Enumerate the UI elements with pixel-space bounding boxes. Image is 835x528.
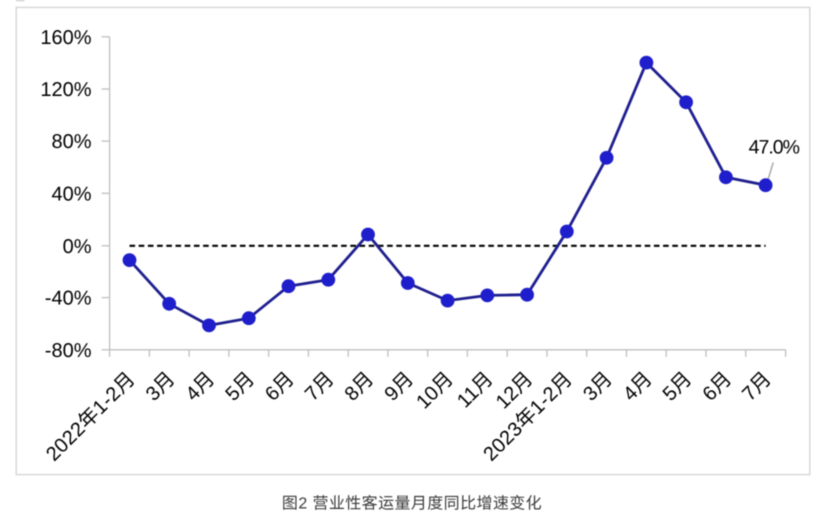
svg-text:0%: 0% <box>63 236 92 258</box>
svg-text:160%: 160% <box>40 27 91 49</box>
svg-text:-40%: -40% <box>45 288 92 310</box>
svg-text:47.0%: 47.0% <box>749 137 800 159</box>
svg-text:40%: 40% <box>51 183 91 205</box>
svg-text:120%: 120% <box>40 79 91 101</box>
svg-text:80%: 80% <box>51 131 91 153</box>
svg-text:图2 营业性客运量月度同比增速变化: 图2 营业性客运量月度同比增速变化 <box>282 495 542 513</box>
svg-text:-80%: -80% <box>45 340 92 362</box>
